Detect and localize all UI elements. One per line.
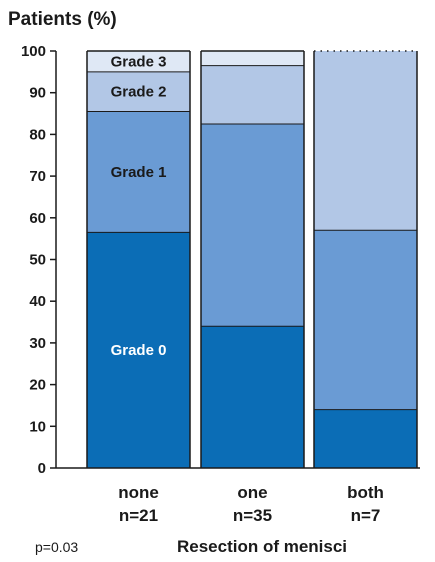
bar-segment-one-grade-2 [201, 65, 304, 124]
bar-segment-both-grade-2 [314, 51, 417, 231]
category-label: one [237, 483, 267, 502]
y-tick-label: 40 [29, 293, 46, 310]
y-tick-label: 0 [38, 460, 46, 477]
y-tick-label: 70 [29, 168, 46, 185]
segment-label-grade-1: Grade 1 [111, 164, 167, 181]
y-axis-title: Patients (%) [8, 9, 117, 30]
y-tick-label: 100 [21, 43, 46, 60]
category-count-label: n=35 [233, 506, 272, 525]
x-axis: none n=21 one n=35 both n=7 [56, 467, 420, 525]
bar-segment-one-grade-1 [201, 123, 304, 327]
x-axis-title: Resection of menisci [177, 537, 347, 556]
category-count-label: n=21 [119, 506, 158, 525]
bars [86, 50, 418, 468]
bar-segment-none-grade-3 [87, 51, 190, 72]
segment-label-grade-2: Grade 2 [111, 84, 167, 101]
y-tick-label: 50 [29, 252, 46, 269]
category-count-label: n=7 [351, 506, 381, 525]
category-label: both [347, 483, 384, 502]
y-tick-label: 60 [29, 210, 46, 227]
bar-segment-both-grade-1 [314, 230, 417, 410]
category-label: none [118, 483, 159, 502]
bar-segment-one-grade-3 [201, 51, 304, 66]
y-tick-label: 30 [29, 335, 46, 352]
bar-segment-none-grade-2 [87, 71, 190, 112]
p-value-annotation: p=0.03 [35, 539, 78, 555]
bar-segment-none-grade-1 [87, 111, 190, 233]
bar-segment-both-grade-0 [314, 409, 417, 468]
segment-label-grade-3: Grade 3 [111, 53, 167, 70]
y-tick-label: 90 [29, 85, 46, 102]
bar-segment-none-grade-0 [87, 232, 190, 468]
segment-labels: Grade 0 Grade 1 Grade 2 Grade 3 [111, 53, 167, 359]
y-tick-label: 20 [29, 377, 46, 394]
y-tick-label: 80 [29, 126, 46, 143]
bar-segment-one-grade-0 [201, 326, 304, 468]
y-tick-label: 10 [29, 418, 46, 435]
y-axis: 0 10 20 30 40 50 60 70 80 90 100 [21, 43, 57, 477]
segment-label-grade-0: Grade 0 [111, 342, 167, 359]
